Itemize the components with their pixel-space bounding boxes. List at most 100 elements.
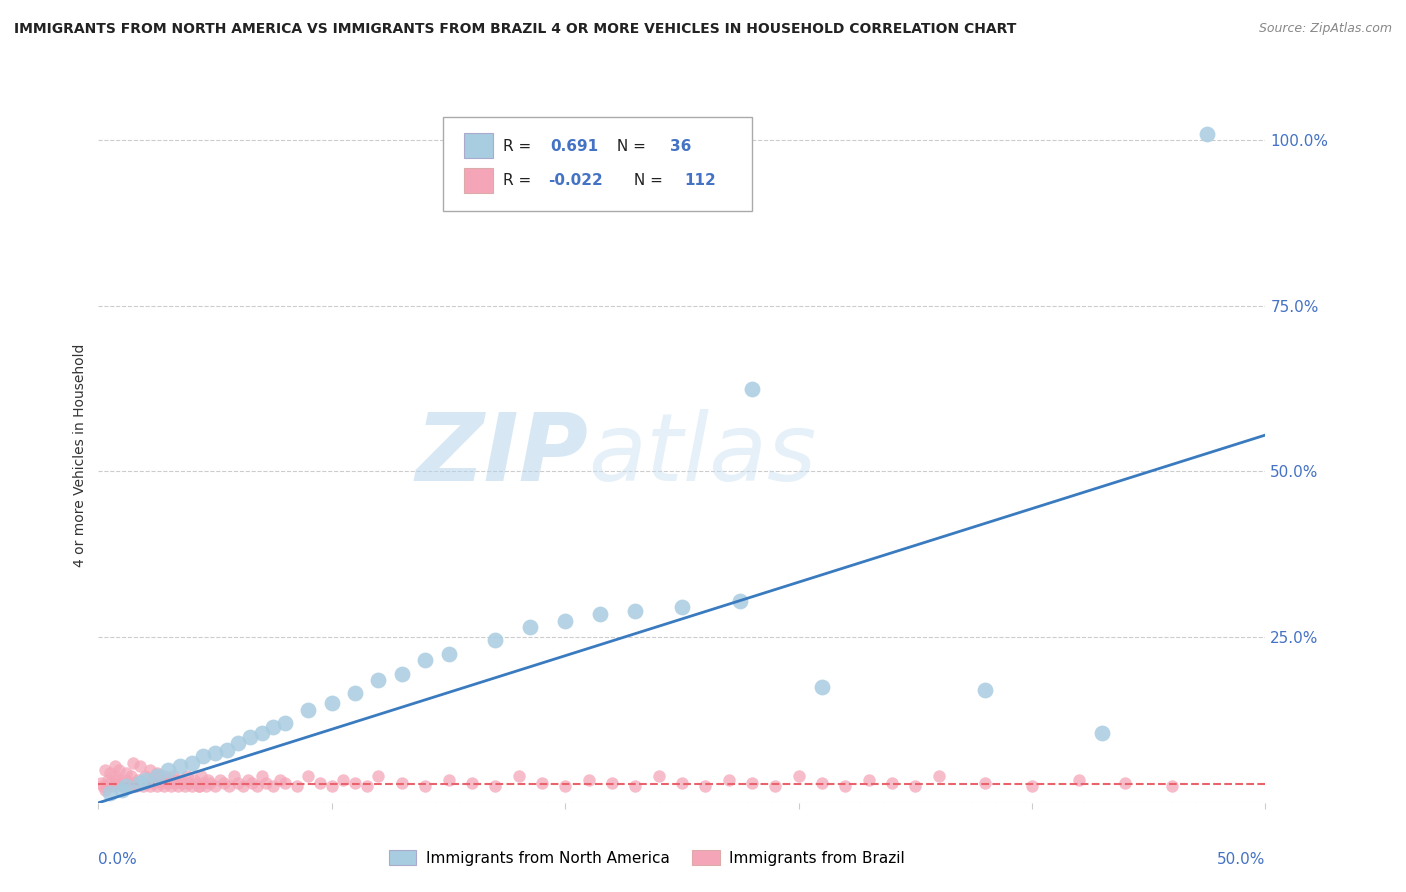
Point — [194, 779, 217, 793]
Text: N =: N = — [630, 173, 668, 188]
FancyBboxPatch shape — [443, 118, 752, 211]
Point — [125, 779, 148, 793]
Point — [105, 772, 128, 787]
Point — [146, 766, 169, 780]
Point — [391, 776, 413, 790]
Point — [508, 769, 530, 783]
Text: 50.0%: 50.0% — [1218, 852, 1265, 866]
Point — [218, 779, 240, 793]
Point — [104, 769, 127, 783]
Point — [974, 776, 997, 790]
Point — [242, 776, 264, 790]
Point — [578, 772, 600, 787]
Point — [152, 779, 174, 793]
Point — [391, 666, 413, 681]
Point — [811, 776, 834, 790]
Point — [239, 730, 262, 744]
Point — [717, 772, 740, 787]
Point — [321, 697, 343, 711]
Point — [111, 782, 134, 797]
Point — [134, 769, 156, 783]
Point — [858, 772, 880, 787]
Point — [180, 779, 202, 793]
Point — [108, 763, 131, 777]
Point — [157, 776, 180, 790]
Point — [974, 683, 997, 698]
Point — [179, 776, 201, 790]
Point — [1114, 776, 1136, 790]
Point — [166, 779, 188, 793]
Point — [413, 779, 436, 793]
Point — [208, 772, 231, 787]
Point — [120, 769, 142, 783]
Point — [332, 772, 354, 787]
Point — [94, 763, 117, 777]
FancyBboxPatch shape — [464, 169, 494, 193]
Point — [834, 779, 856, 793]
Point — [671, 776, 693, 790]
Point — [118, 779, 141, 793]
Point — [193, 776, 215, 790]
Point — [367, 673, 389, 688]
Point — [297, 703, 319, 717]
Point — [250, 726, 273, 740]
Point — [1195, 127, 1218, 141]
Point — [165, 772, 187, 787]
Point — [157, 763, 180, 777]
Point — [554, 614, 576, 628]
Point — [554, 779, 576, 793]
Point — [228, 736, 250, 750]
Point — [162, 769, 184, 783]
Point — [190, 769, 212, 783]
Point — [172, 776, 194, 790]
Text: -0.022: -0.022 — [548, 173, 602, 188]
Point — [176, 776, 198, 790]
Point — [97, 772, 120, 787]
Text: Source: ZipAtlas.com: Source: ZipAtlas.com — [1258, 22, 1392, 36]
Point — [111, 779, 134, 793]
Point — [155, 772, 177, 787]
Point — [122, 776, 145, 790]
Point — [146, 769, 169, 783]
Point — [169, 759, 191, 773]
Point — [173, 779, 195, 793]
Point — [624, 779, 647, 793]
Point — [115, 779, 138, 793]
Point — [146, 779, 169, 793]
Point — [1091, 726, 1114, 740]
Text: atlas: atlas — [589, 409, 817, 500]
Point — [139, 779, 162, 793]
Point — [730, 593, 752, 607]
Point — [222, 769, 245, 783]
Point — [204, 779, 226, 793]
Point — [165, 776, 187, 790]
Point — [98, 776, 121, 790]
Point — [204, 746, 226, 760]
Point — [129, 776, 152, 790]
Point — [200, 776, 222, 790]
Point — [228, 776, 250, 790]
Text: 0.691: 0.691 — [550, 138, 598, 153]
Point — [624, 604, 647, 618]
Point — [647, 769, 669, 783]
Point — [356, 779, 378, 793]
Point — [1161, 779, 1184, 793]
Text: ZIP: ZIP — [416, 409, 589, 501]
Point — [101, 779, 124, 793]
Point — [344, 686, 367, 700]
Point — [112, 776, 135, 790]
Point — [741, 382, 763, 396]
Point — [297, 769, 319, 783]
Point — [129, 776, 152, 790]
Point — [232, 779, 254, 793]
Point — [139, 763, 162, 777]
Point — [134, 772, 156, 787]
Point — [197, 772, 219, 787]
Point — [214, 776, 236, 790]
Point — [787, 769, 810, 783]
Point — [600, 776, 623, 790]
Point — [589, 607, 612, 621]
FancyBboxPatch shape — [464, 134, 494, 158]
Point — [169, 772, 191, 787]
Point — [180, 756, 202, 770]
